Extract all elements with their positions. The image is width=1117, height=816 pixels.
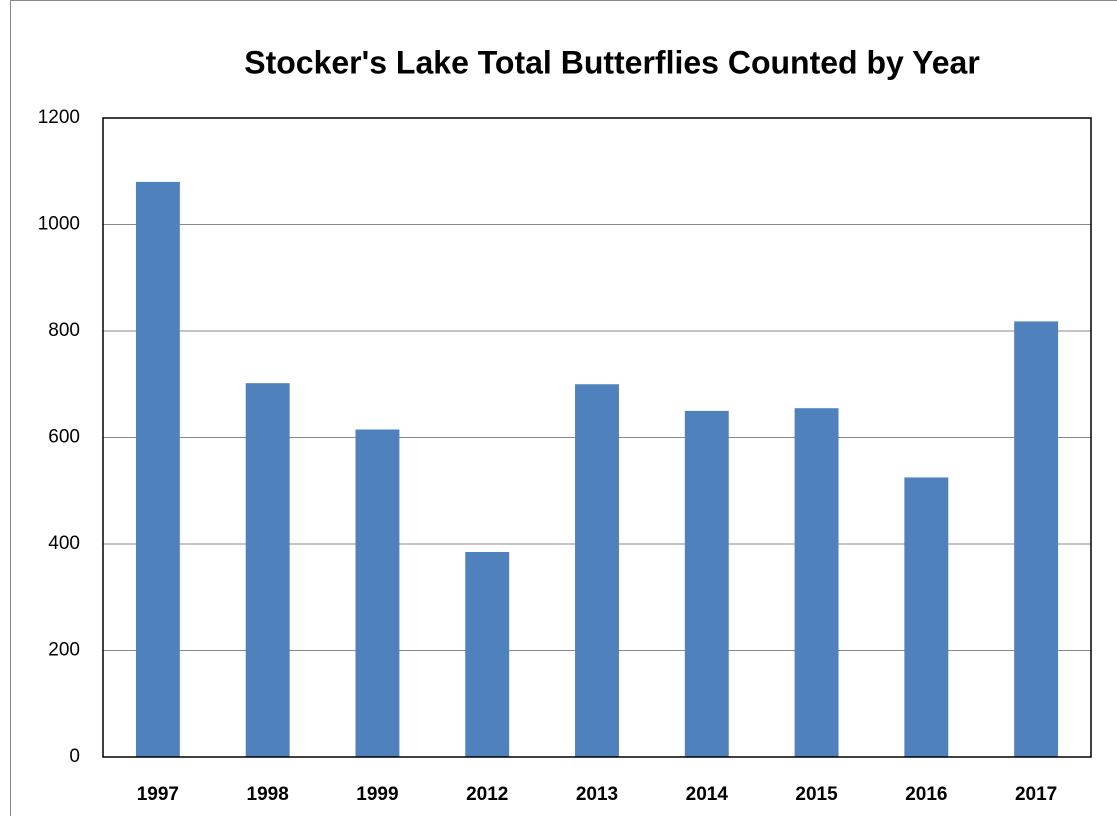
bar bbox=[1014, 321, 1059, 757]
bar bbox=[135, 181, 180, 757]
bar bbox=[904, 477, 949, 757]
x-tick-label: 1997 bbox=[137, 784, 179, 805]
y-tick-label: 800 bbox=[48, 320, 80, 341]
y-tick-label: 0 bbox=[69, 746, 80, 767]
x-tick-label: 2016 bbox=[905, 784, 947, 805]
y-tick-label: 1000 bbox=[38, 214, 80, 235]
x-tick-label: 2013 bbox=[576, 784, 618, 805]
x-tick-label: 1999 bbox=[356, 784, 398, 805]
y-tick-label: 200 bbox=[48, 640, 80, 661]
bar bbox=[575, 384, 619, 757]
x-tick-label: 1998 bbox=[247, 784, 289, 805]
bar bbox=[355, 429, 400, 757]
bar bbox=[794, 408, 839, 757]
chart-title: Stocker's Lake Total Butterflies Counted… bbox=[244, 44, 980, 80]
x-tick-label: 2015 bbox=[795, 784, 838, 805]
bar bbox=[684, 410, 729, 757]
y-tick-label: 600 bbox=[48, 427, 80, 448]
bar bbox=[465, 551, 510, 757]
y-tick-label: 400 bbox=[48, 533, 80, 554]
y-tick-label: 1200 bbox=[38, 107, 80, 128]
x-tick-label: 2017 bbox=[1015, 784, 1057, 805]
bar bbox=[245, 383, 290, 757]
x-tick-label: 2012 bbox=[466, 784, 508, 805]
plot-border bbox=[102, 117, 1092, 758]
x-tick-label: 2014 bbox=[686, 784, 729, 805]
